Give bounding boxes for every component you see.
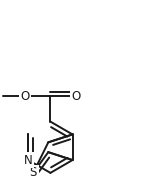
Text: O: O [71, 89, 80, 103]
Text: O: O [20, 89, 30, 103]
Text: S: S [30, 166, 37, 179]
Text: N: N [24, 154, 33, 166]
